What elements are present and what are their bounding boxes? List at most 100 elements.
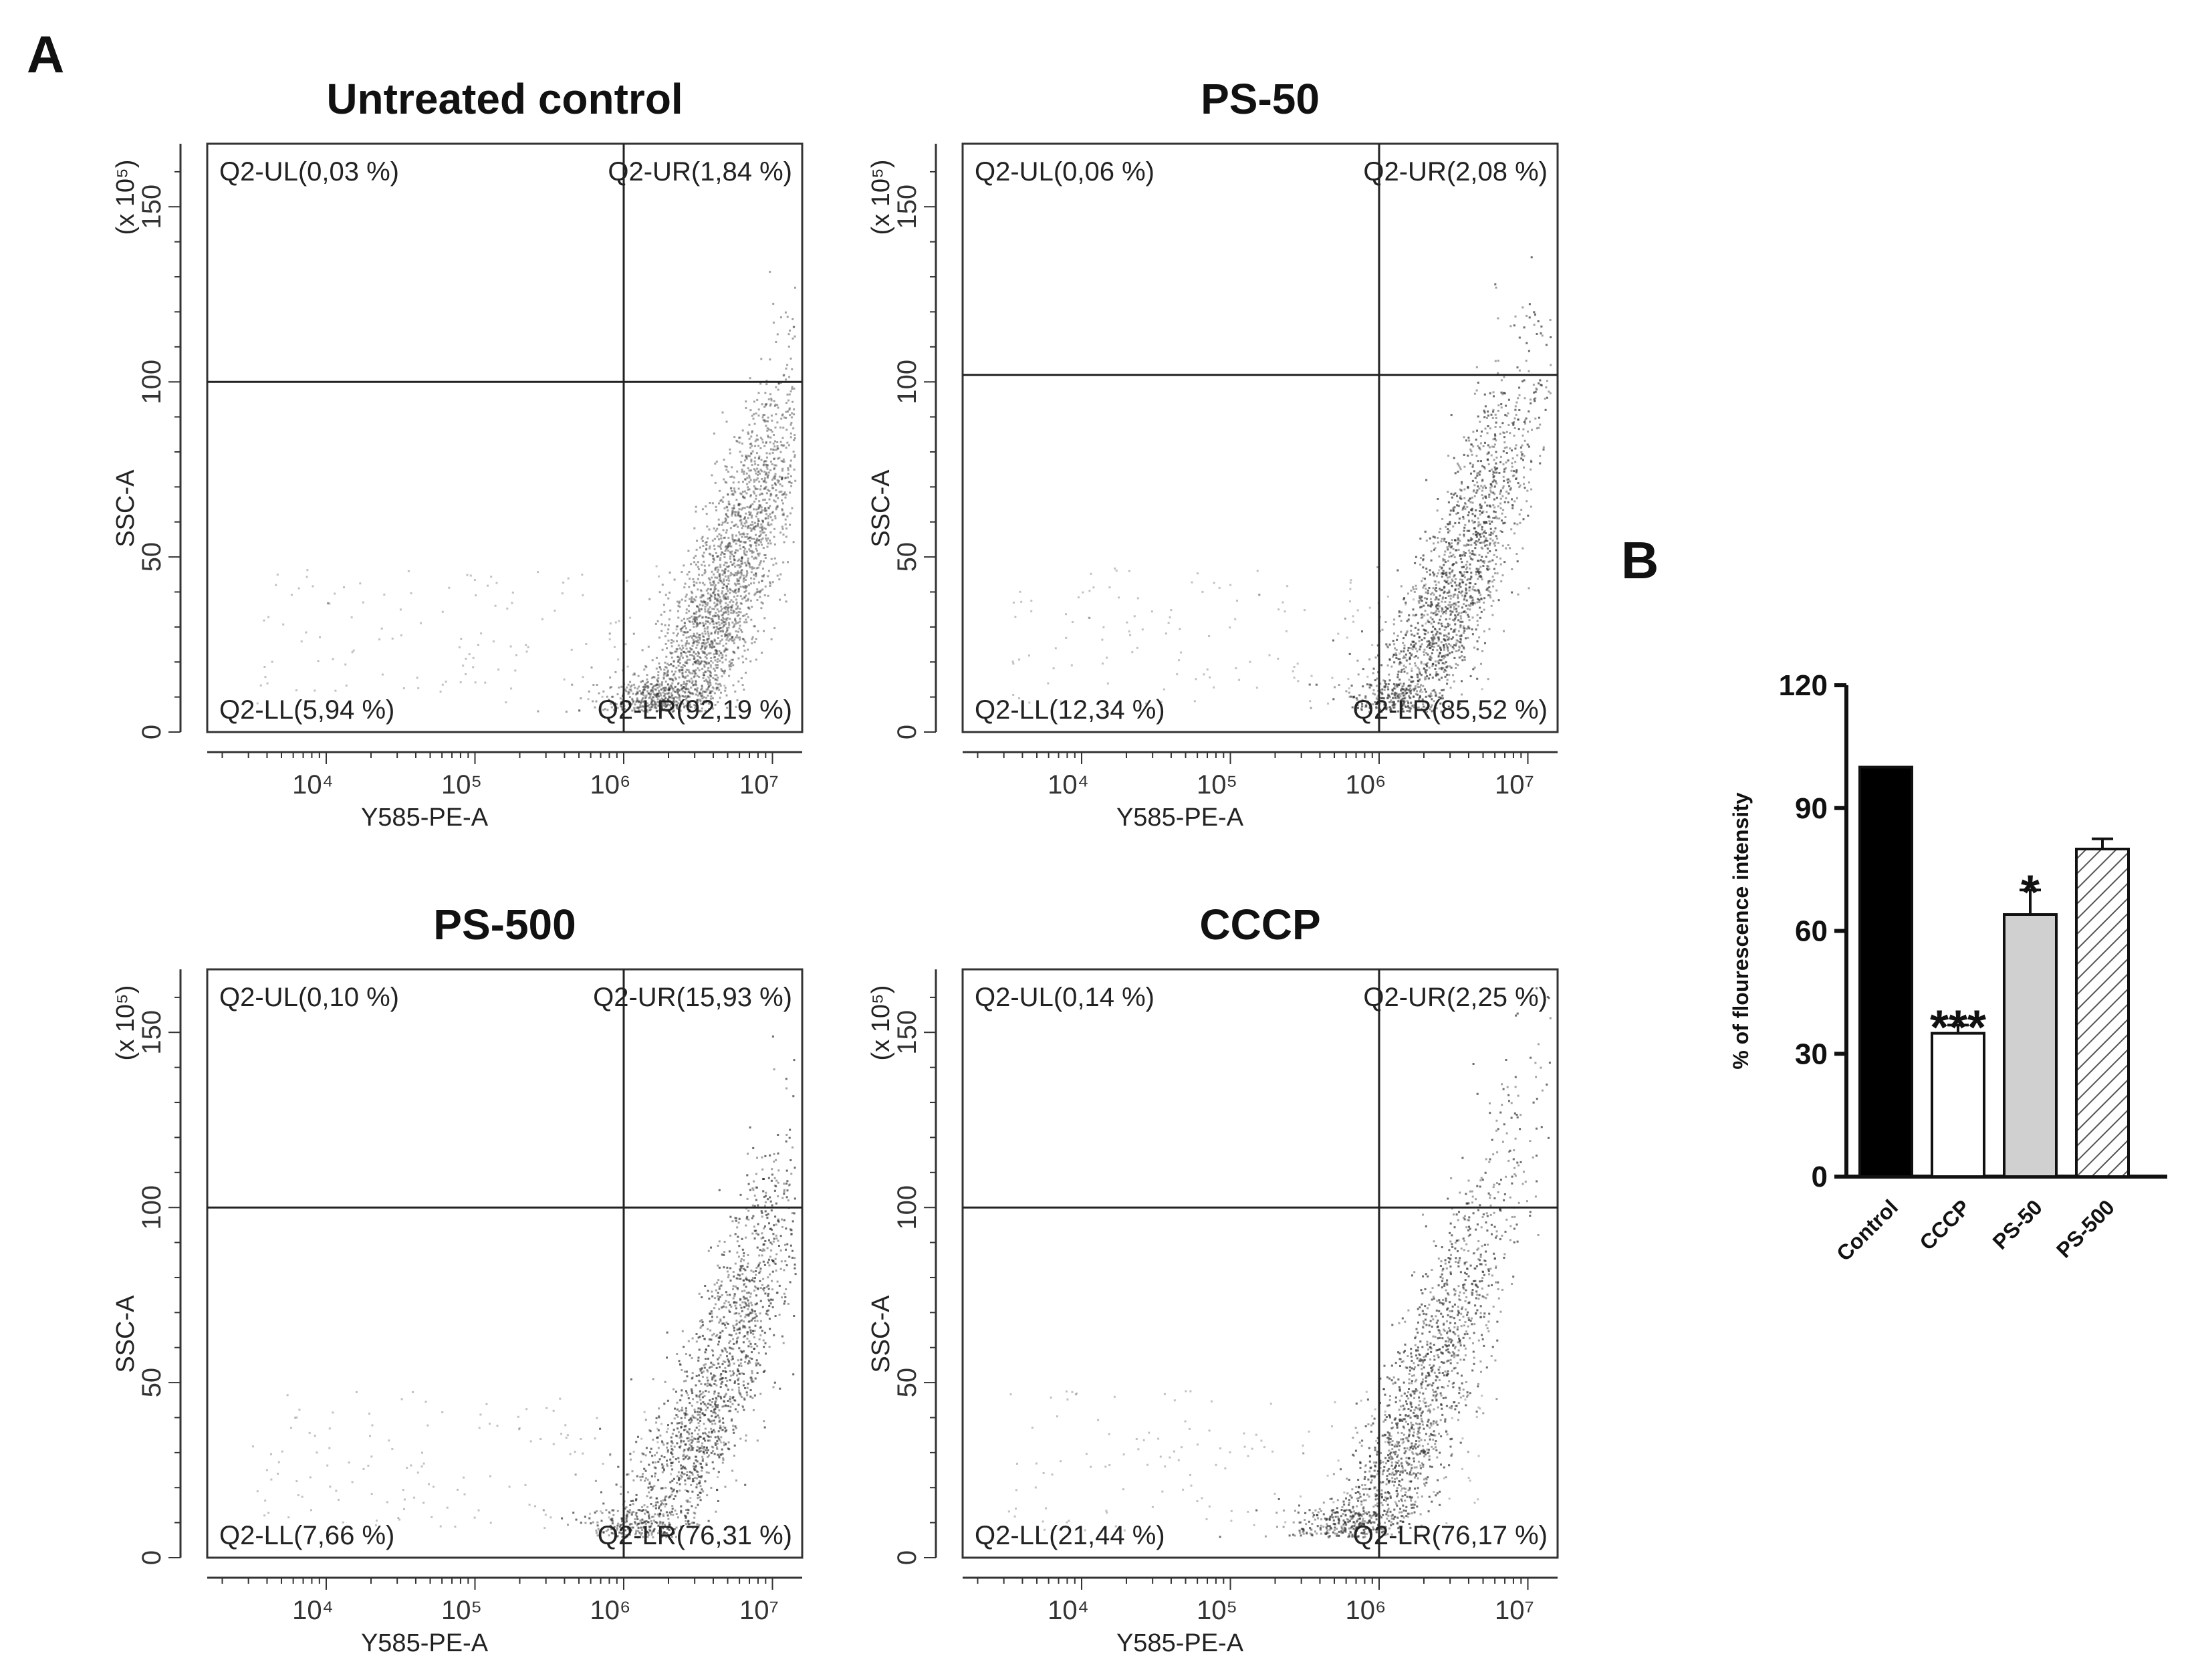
event-dot	[1447, 648, 1449, 650]
event-dot	[1392, 693, 1395, 695]
event-dot	[1473, 542, 1476, 544]
event-dot	[763, 487, 765, 490]
event-dot	[1448, 576, 1451, 578]
event-dot	[1460, 489, 1463, 492]
event-dot	[620, 685, 623, 688]
event-dot	[1414, 662, 1417, 665]
y-multiplier-label: (x 10⁵)	[112, 160, 140, 235]
event-dot	[682, 664, 685, 666]
event-dot	[1489, 522, 1491, 525]
event-dot	[739, 636, 741, 639]
event-dot	[1463, 526, 1466, 529]
event-dot	[667, 624, 670, 626]
event-dot	[684, 665, 686, 667]
event-dot	[677, 661, 679, 663]
event-dot	[1544, 397, 1546, 400]
event-dot	[1524, 397, 1526, 400]
event-dot	[789, 491, 792, 494]
event-dot	[1495, 589, 1498, 592]
event-dot	[689, 692, 692, 695]
event-dot	[1383, 689, 1386, 691]
event-dot	[1422, 566, 1425, 569]
event-dot	[614, 671, 617, 673]
event-dot	[1453, 618, 1456, 620]
event-dot	[781, 478, 783, 481]
event-dot	[716, 576, 719, 579]
event-dot	[761, 441, 764, 444]
event-dot	[712, 697, 714, 700]
event-dot	[753, 481, 755, 483]
event-dot	[673, 697, 675, 699]
event-dot	[667, 698, 669, 700]
event-dot	[1490, 413, 1493, 416]
x-axis-label: Y585-PE-A	[361, 804, 489, 832]
event-dot	[685, 644, 687, 647]
event-dot	[1494, 433, 1496, 436]
event-dot	[742, 481, 744, 483]
event-dot	[1405, 687, 1408, 690]
event-dot	[753, 641, 756, 644]
event-dot	[1480, 507, 1483, 509]
event-dot	[1429, 573, 1431, 576]
event-dot	[689, 709, 691, 711]
event-dot	[671, 711, 674, 713]
event-dot	[1488, 504, 1491, 507]
event-dot	[1418, 640, 1421, 642]
event-dot	[1419, 564, 1422, 566]
event-dot	[1414, 626, 1417, 629]
event-dot	[630, 684, 633, 687]
event-dot	[737, 680, 740, 683]
event-dot	[1460, 497, 1463, 500]
event-dot	[681, 671, 684, 674]
event-dot	[1503, 561, 1506, 564]
event-dot	[636, 687, 639, 690]
event-dot	[753, 423, 756, 425]
event-dot	[662, 705, 664, 707]
event-dot	[702, 651, 705, 654]
event-dot	[757, 445, 760, 447]
event-dot	[1447, 607, 1449, 610]
event-dot	[761, 528, 764, 531]
event-dot	[750, 469, 753, 472]
event-dot	[1440, 649, 1442, 651]
event-dot	[1426, 675, 1429, 678]
event-dot	[667, 693, 670, 695]
event-dot	[1517, 482, 1519, 485]
event-dot	[1475, 533, 1477, 536]
event-dot	[693, 634, 696, 637]
event-dot	[691, 682, 693, 684]
event-dot	[1398, 684, 1401, 687]
event-dot	[490, 576, 493, 578]
event-dot	[1398, 679, 1401, 681]
event-dot	[1417, 706, 1420, 709]
event-dot	[1481, 489, 1483, 492]
event-dot	[737, 572, 740, 575]
event-dot	[1467, 519, 1470, 522]
event-dot	[1475, 530, 1477, 533]
event-dot	[785, 527, 787, 530]
event-dot	[1521, 453, 1524, 455]
event-dot	[644, 697, 646, 700]
event-dot	[1447, 582, 1450, 585]
event-dot	[1500, 391, 1503, 394]
event-dot	[647, 686, 650, 688]
event-dot	[645, 709, 648, 711]
event-dot	[1461, 680, 1463, 683]
event-dot	[664, 700, 666, 703]
event-dot	[1446, 592, 1449, 594]
event-dot	[1381, 688, 1384, 691]
event-dot	[709, 502, 711, 504]
event-dot	[760, 485, 762, 487]
event-dot	[1433, 536, 1436, 539]
event-dot	[1350, 695, 1352, 698]
event-dot	[719, 630, 722, 632]
event-dot	[1380, 691, 1383, 694]
event-dot	[1463, 533, 1465, 536]
event-dot	[763, 419, 766, 422]
event-dot	[1446, 683, 1449, 685]
event-dot	[713, 588, 716, 590]
event-dot	[1398, 663, 1401, 666]
event-dot	[742, 638, 745, 640]
event-dot	[666, 671, 669, 673]
event-dot	[1471, 553, 1473, 556]
